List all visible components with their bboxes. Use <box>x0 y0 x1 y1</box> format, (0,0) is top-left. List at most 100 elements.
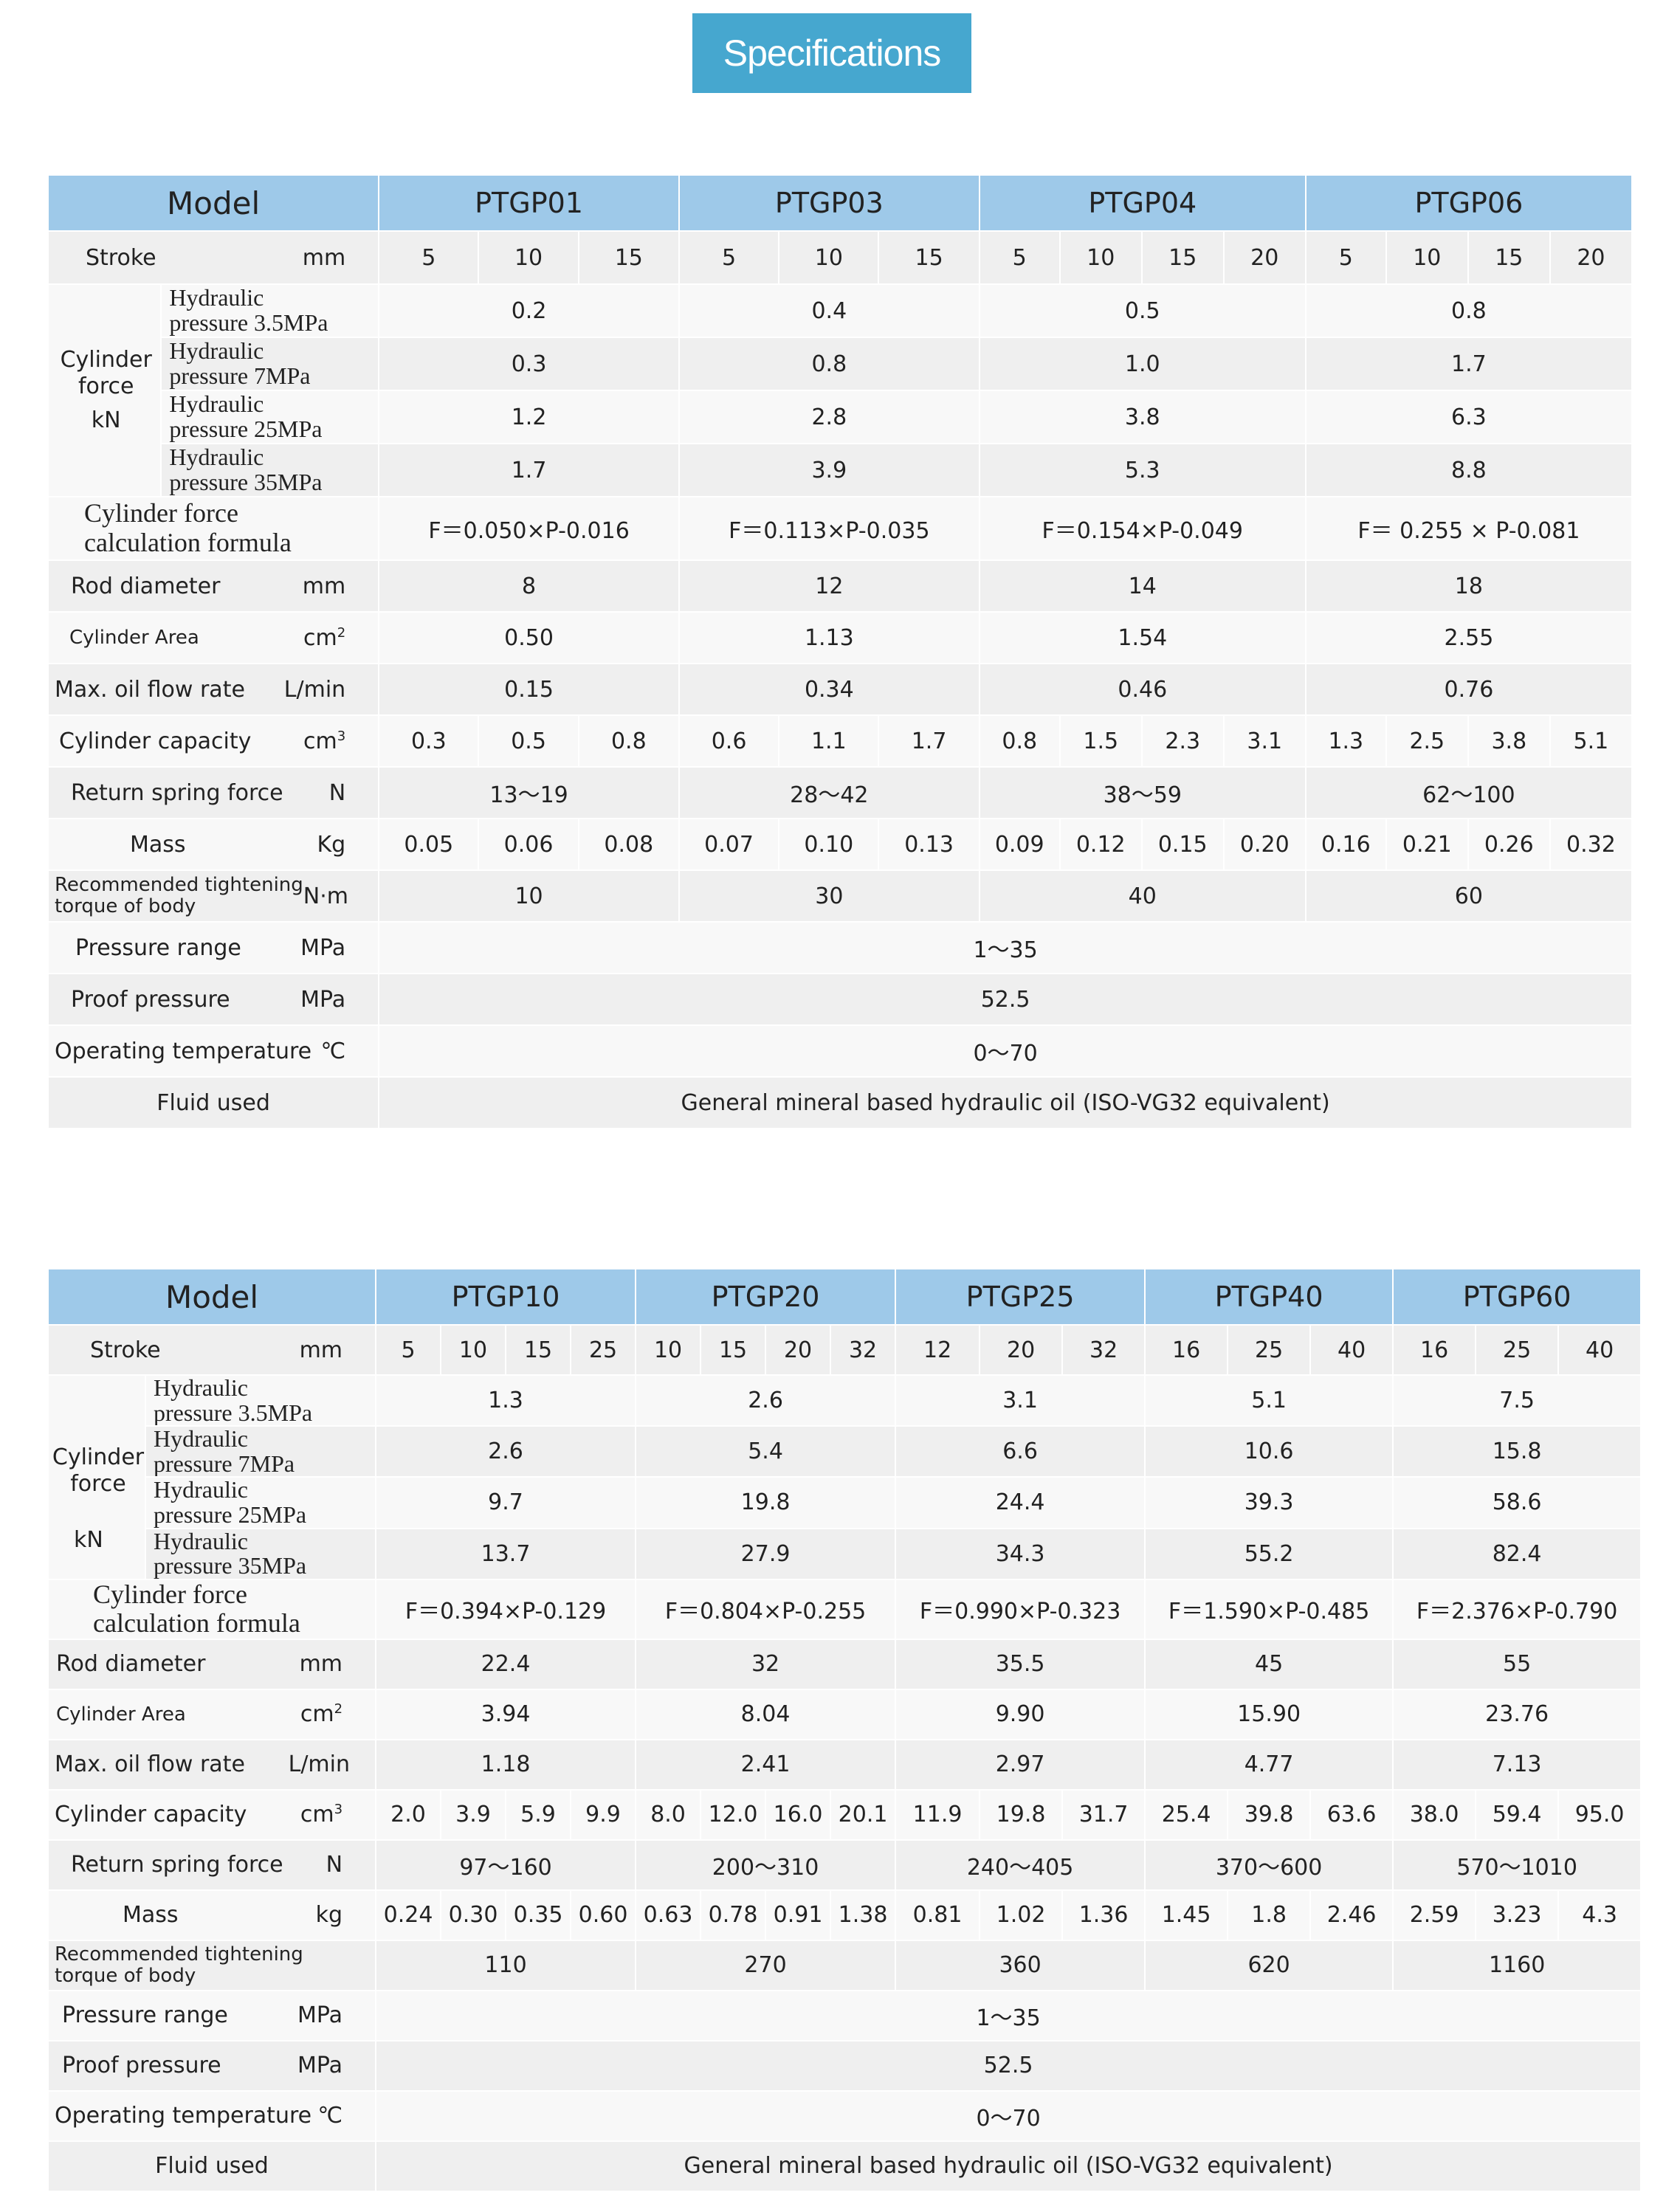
model-header: Model <box>49 176 379 230</box>
mass-value: 0.30 <box>441 1890 506 1940</box>
cylinder-force-value: 55.2 <box>1146 1529 1393 1579</box>
cylinder-force-value: 5.4 <box>636 1427 895 1477</box>
model-name: PTGP01 <box>379 176 678 230</box>
mass-unit: kg <box>315 1902 343 1929</box>
fluid-used-label-cell: Fluid used <box>49 2141 376 2191</box>
operating-temperature-unit: ℃ <box>320 1038 346 1064</box>
max-oil-flow-unit: L/min <box>283 676 346 703</box>
mass-value: 0.10 <box>779 819 878 869</box>
mass-value: 0.09 <box>980 819 1059 869</box>
rod-diameter-value: 14 <box>980 561 1305 611</box>
cylinder-capacity-label: Cylinder capacity <box>59 728 252 754</box>
formula-value: F＝1.590×P-0.485 <box>1146 1579 1393 1639</box>
max-oil-flow-label: Max. oil flow rate <box>55 1751 245 1778</box>
pressure-label: pressure 25MPa <box>154 1500 307 1528</box>
return-spring-value: 97～160 <box>376 1840 636 1889</box>
operating-temperature-label: Operating temperature <box>55 1038 312 1064</box>
fluid-used-label: Fluid used <box>156 1089 270 1116</box>
cylinder-capacity-value: 1.3 <box>1306 716 1385 766</box>
cylinder-force-value: 58.6 <box>1394 1478 1641 1528</box>
tightening-torque-value: 620 <box>1146 1940 1393 1990</box>
mass-value: 0.78 <box>701 1890 765 1940</box>
mass-value: 1.38 <box>831 1890 895 1940</box>
formula-label-line2: calculation formula <box>93 1608 300 1639</box>
rod-diameter-value: 8 <box>379 561 678 611</box>
stroke-value: 5 <box>679 232 779 283</box>
rod-diameter-label-cell: Rod diameter mm <box>49 561 379 611</box>
cylinder-capacity-value: 2.3 <box>1142 716 1223 766</box>
cylinder-force-value: 10.6 <box>1146 1427 1393 1477</box>
cylinder-capacity-value: 2.0 <box>376 1790 441 1839</box>
stroke-value: 10 <box>636 1326 700 1374</box>
cylinder-force-value: 13.7 <box>376 1529 636 1579</box>
max-oil-flow-value: 7.13 <box>1394 1740 1641 1789</box>
operating-temperature-label-cell: Operating temperature ℃ <box>49 2091 376 2140</box>
cylinder-force-value: 7.5 <box>1394 1376 1641 1426</box>
cylinder-capacity-label: Cylinder capacity <box>55 1802 247 1828</box>
formula-value: F＝2.376×P-0.790 <box>1394 1579 1641 1639</box>
proof-pressure-label-cell: Proof pressure MPa <box>49 2041 376 2090</box>
tightening-torque-value: 40 <box>980 871 1305 921</box>
proof-pressure-label-cell: Proof pressure MPa <box>49 974 379 1024</box>
stroke-value: 15 <box>701 1326 765 1374</box>
return-spring-value: 370～600 <box>1146 1840 1393 1889</box>
mass-unit: Kg <box>317 831 346 858</box>
return-spring-label: Return spring force <box>71 1852 283 1878</box>
pressure-range-unit: MPa <box>300 934 346 961</box>
tightening-torque-unit: N·m <box>303 883 348 909</box>
stroke-value: 10 <box>1386 232 1467 283</box>
formula-label-cell: Cylinder force calculation formula <box>49 497 379 559</box>
cylinder-force-value: 39.3 <box>1146 1478 1393 1528</box>
formula-label-line2: calculation formula <box>84 528 292 557</box>
model-name: PTGP60 <box>1394 1269 1641 1324</box>
tightening-torque-value: 1160 <box>1394 1940 1641 1990</box>
max-oil-flow-value: 2.41 <box>636 1740 895 1789</box>
max-oil-flow-label-cell: Max. oil flow rate L/min <box>49 1740 376 1789</box>
return-spring-value: 240～405 <box>896 1840 1145 1889</box>
hydraulic-pressure-label: Hydraulic pressure 35MPa <box>146 1529 376 1579</box>
formula-label-cell: Cylinder force calculation formula <box>49 1579 376 1639</box>
mass-value: 2.46 <box>1311 1890 1393 1940</box>
cylinder-area-value: 3.94 <box>376 1689 636 1739</box>
mass-value: 0.15 <box>1142 819 1223 869</box>
cylinder-area-label: Cylinder Area <box>69 627 199 649</box>
return-spring-unit: N <box>328 779 346 806</box>
cylinder-capacity-value: 9.9 <box>571 1790 636 1839</box>
rod-diameter-value: 12 <box>679 561 979 611</box>
hydraulic-label: Hydraulic <box>169 285 264 311</box>
stroke-value: 32 <box>1063 1326 1145 1374</box>
tightening-torque-label-line1: Recommended tightening <box>55 874 303 897</box>
max-oil-flow-value: 0.46 <box>980 664 1305 714</box>
operating-temperature-unit: ℃ <box>317 2103 343 2129</box>
cylinder-force-value: 3.1 <box>896 1376 1145 1426</box>
cylinder-capacity-value: 20.1 <box>831 1790 895 1839</box>
cylinder-capacity-value: 1.1 <box>779 716 878 766</box>
cylinder-area-unit: cm <box>300 1701 334 1728</box>
cylinder-force-value: 0.4 <box>679 285 979 337</box>
pressure-label: pressure 3.5MPa <box>154 1399 313 1426</box>
return-spring-value: 28～42 <box>679 768 979 818</box>
cylinder-force-value: 6.6 <box>896 1427 1145 1477</box>
mass-value: 2.59 <box>1394 1890 1476 1940</box>
cylinder-area-value: 9.90 <box>896 1689 1145 1739</box>
tightening-torque-value: 10 <box>379 871 678 921</box>
formula-value: F＝ 0.255 × P-0.081 <box>1306 497 1631 559</box>
cylinder-capacity-value: 25.4 <box>1146 1790 1228 1839</box>
mass-value: 0.20 <box>1224 819 1305 869</box>
pressure-range-label: Pressure range <box>62 2002 228 2029</box>
mass-value: 0.07 <box>679 819 779 869</box>
mass-value: 3.23 <box>1476 1890 1558 1940</box>
hydraulic-label: Hydraulic <box>169 391 264 418</box>
cylinder-force-value: 5.1 <box>1146 1376 1393 1426</box>
proof-pressure-value: 52.5 <box>379 974 1631 1024</box>
model-name: PTGP20 <box>636 1269 895 1324</box>
cylinder-force-value: 1.0 <box>980 338 1305 390</box>
return-spring-label-cell: Return spring force N <box>49 768 379 818</box>
cylinder-capacity-value: 12.0 <box>701 1790 765 1839</box>
cylinder-force-value: 27.9 <box>636 1529 895 1579</box>
rod-diameter-label-cell: Rod diameter mm <box>49 1639 376 1689</box>
mass-value: 0.08 <box>579 819 678 869</box>
mass-value: 0.60 <box>571 1890 636 1940</box>
hydraulic-label: Hydraulic <box>154 1376 248 1401</box>
return-spring-unit: N <box>326 1852 343 1878</box>
